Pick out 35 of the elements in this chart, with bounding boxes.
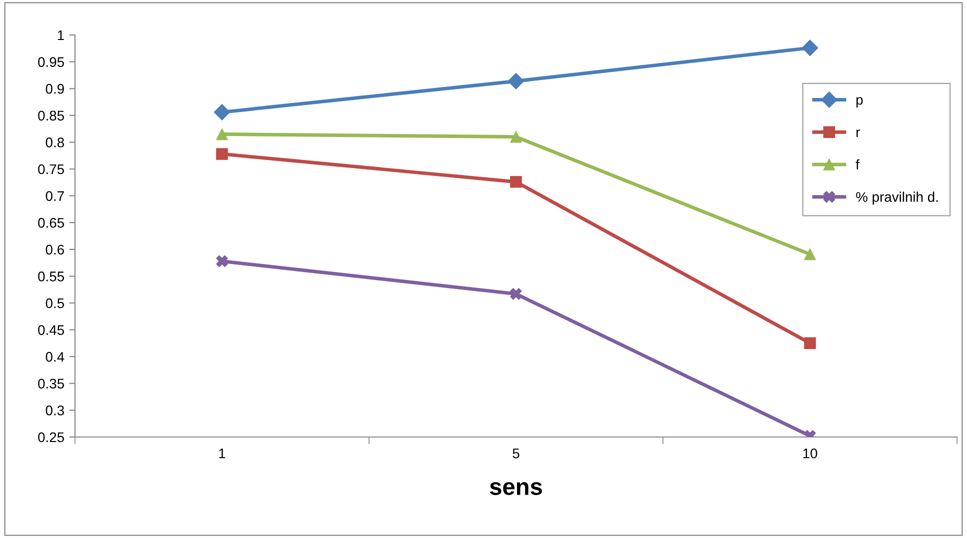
x-axis-title: sens xyxy=(490,482,542,496)
legend-label: r xyxy=(856,129,860,137)
legend-label: p xyxy=(856,97,863,108)
legend-label: % pravilnih d. xyxy=(856,192,938,205)
point xyxy=(216,128,228,140)
y-tick-label: 0.25 xyxy=(38,432,64,442)
point xyxy=(510,288,522,300)
point xyxy=(216,255,228,268)
y-tick-label: 1 xyxy=(58,30,64,40)
y-tick-label: 0.75 xyxy=(38,164,64,174)
x-tick-label: 10 xyxy=(803,448,818,458)
y-tick-label: 0.6 xyxy=(46,244,64,255)
point xyxy=(804,248,816,260)
y-tick-label: 0.3 xyxy=(46,406,64,416)
y-tick-label: 0.8 xyxy=(46,138,64,148)
point xyxy=(508,72,524,90)
legend-label: f xyxy=(856,159,860,170)
y-tick-label: 0.7 xyxy=(46,191,64,201)
y-tick-label: 0.65 xyxy=(38,218,64,228)
y-tick-label: 0.45 xyxy=(38,325,64,335)
y-tick-label: 0.9 xyxy=(46,84,64,94)
y-tick-label: 0.35 xyxy=(38,378,64,389)
x-tick-label: 1 xyxy=(219,448,226,458)
point xyxy=(802,40,818,56)
x-tick-label: 5 xyxy=(512,448,520,458)
point xyxy=(804,337,816,350)
y-tick-label: 0.5 xyxy=(46,298,64,308)
y-tick-label: 0.55 xyxy=(38,272,64,282)
point xyxy=(216,148,228,160)
point xyxy=(214,104,230,120)
y-tick-label: 0.4 xyxy=(46,352,64,362)
y-tick-label: 0.95 xyxy=(38,57,64,67)
point xyxy=(510,130,522,143)
y-tick-label: 0.85 xyxy=(38,110,64,121)
point xyxy=(510,176,522,188)
